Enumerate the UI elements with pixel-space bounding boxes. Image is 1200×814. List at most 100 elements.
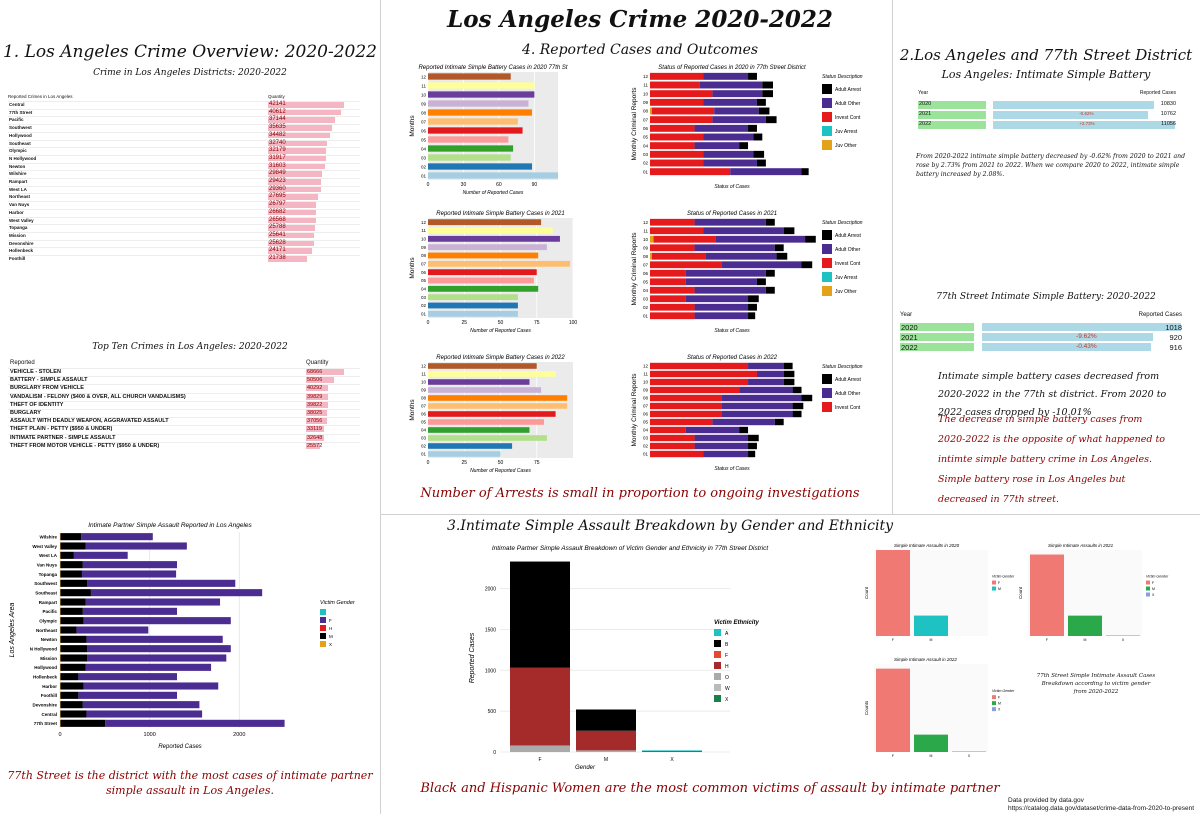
district-bar [268,109,342,116]
status-segment [730,168,802,176]
table-row [8,208,360,217]
legend-label: X [329,642,332,647]
status-segment [756,370,784,378]
status-segment [650,303,695,311]
legend-label: B [725,642,729,648]
legend-swatch [320,609,326,615]
x-axis-label: Reported Cases [158,744,201,750]
table-row [8,185,360,194]
area-label: Topanga [39,572,58,577]
tick-label: 0 [58,732,61,738]
month-label: 03 [421,295,427,300]
legend-title: Status Description [822,74,863,80]
table-row [8,193,360,201]
tick-label: 1000 [144,732,156,738]
district-bar [268,125,333,131]
month-label: 01 [643,313,649,318]
district-bar [268,186,321,193]
month-label: 12 [643,74,649,79]
area-label: Mission [40,656,57,661]
legend-swatch [320,617,326,623]
status-segment [650,227,704,235]
month-bar-chart: Reported Intimate Simple Battery Cases i… [409,211,577,334]
district-value: 26682 [269,208,286,215]
y-axis-label: Count [1018,586,1023,599]
gender-bar [914,615,948,636]
y-axis-label: Monthly Criminal Reports [631,232,638,306]
month-label: 01 [643,452,649,457]
status-segment [650,442,695,450]
status-segment [801,261,813,269]
month-label: 05 [421,278,427,283]
crime-name: BURGLARY [10,410,41,416]
status-segment [694,442,749,450]
status-segment [721,394,802,402]
tick-label: 2000 [233,732,245,738]
month-label: 02 [421,164,427,169]
table-row [8,147,360,155]
legend-swatch [714,640,721,647]
district-bar [268,132,331,139]
table-row [8,255,360,263]
month-label: 04 [643,428,649,433]
gender-bar [1068,615,1102,636]
district-value: 34482 [269,131,286,138]
district-name: Southwest [9,125,32,131]
value-bar [993,101,1155,109]
gender-legend: Victim Gender FM [992,575,1015,591]
crime-name: BURGLARY FROM VEHICLE [10,385,84,392]
legend-swatch [1146,580,1150,585]
status-segment [651,107,715,115]
district-name: Foothill [9,256,26,261]
district-value: 26797 [269,201,286,208]
month-bar [428,91,535,98]
month-bar [428,411,556,417]
district-bar [268,194,318,200]
status-segment [703,150,754,158]
legend-label: F [998,581,1000,585]
district-value: 37144 [269,116,286,123]
month-bar [428,427,530,433]
area-label: Northeast [36,628,58,633]
month-label: 10 [643,237,649,242]
status-segment [703,133,754,141]
legend-label: Adult Other [835,391,861,397]
y-axis-label: Reported Cases [469,632,476,683]
status-segment [748,124,757,132]
area-label: Wilshire [40,535,58,540]
crime-bar [306,434,325,441]
s2-subtitle: Los Angeles: Intimate Simple Battery [941,68,1151,81]
crime-value: 37056 [307,418,323,425]
st-title: 77th Street Intimate Simple Battery: 202… [936,292,1156,302]
status-segment [651,252,706,260]
area-segment [60,579,88,587]
area-label: Rampart [39,600,58,605]
month-bar [428,100,529,107]
district-value: 27695 [269,193,286,200]
district-bar [268,248,312,254]
legend-label: Invest Cont [835,261,861,267]
month-label: 09 [421,388,427,393]
gender-label: X [1122,638,1125,642]
value-bar [982,333,1153,341]
legend-swatch [714,673,721,680]
district-value: 24171 [269,247,286,254]
status-segment [753,150,765,158]
district-name: Van Nuys [9,202,30,208]
status-segment [650,402,722,410]
status-segment [756,159,766,167]
s4-title: 4. Reported Cases and Outcomes [521,42,759,58]
table-row [8,116,360,124]
table-row [8,392,360,402]
legend-label: Invest Cont [835,115,861,121]
table-row [8,131,360,140]
y-axis-label: Monthly Criminal Reports [631,87,638,161]
la-note: From 2020-2022 intimate simple battery d… [916,153,1186,178]
status-segment [783,362,793,370]
ethnicity-segment [510,561,570,668]
month-bar [428,109,532,116]
district-col2: Quantity [268,94,285,99]
table-row [8,384,360,393]
